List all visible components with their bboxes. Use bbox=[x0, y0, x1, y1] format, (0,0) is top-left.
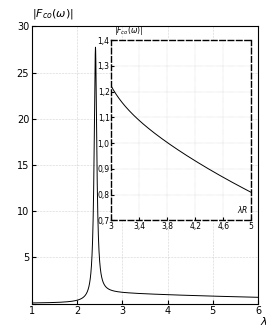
Text: $\lambda R$: $\lambda R$ bbox=[260, 315, 266, 327]
Text: $|F_{co}(\omega)|$: $|F_{co}(\omega)|$ bbox=[32, 7, 74, 21]
